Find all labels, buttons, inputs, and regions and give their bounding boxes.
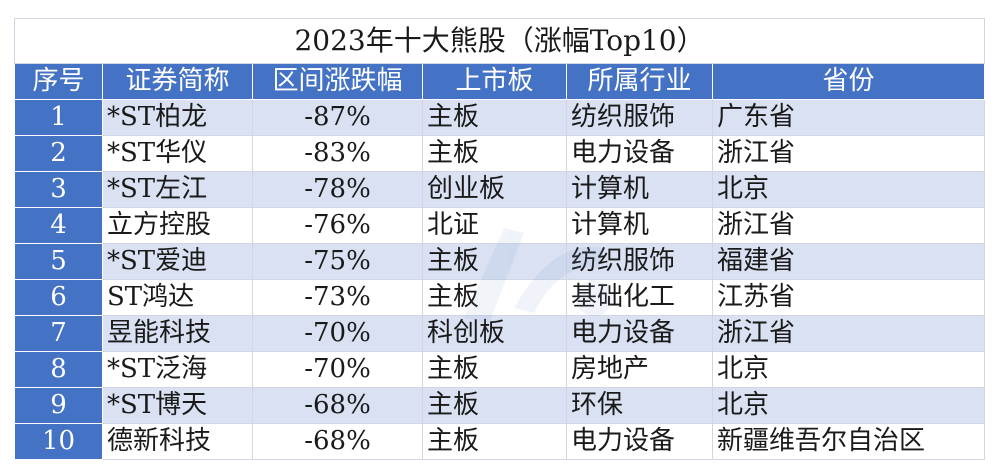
row-name: 立方控股	[102, 207, 253, 244]
row-change: -78%	[252, 171, 423, 208]
row-province: 北京	[711, 351, 986, 388]
row-board: 科创板	[422, 315, 567, 352]
row-index: 9	[14, 387, 103, 424]
row-index: 5	[14, 243, 103, 280]
row-change: -70%	[252, 315, 423, 352]
row-province: 浙江省	[711, 315, 986, 352]
row-index: 6	[14, 279, 103, 316]
table-title: 2023年十大熊股（涨幅Top10）	[13, 18, 986, 64]
row-province: 北京	[711, 171, 986, 208]
row-change: -68%	[252, 423, 423, 460]
row-board: 北证	[422, 207, 567, 244]
bear-stocks-table: 2023年十大熊股（涨幅Top10） 序号 证券简称 区间涨跌幅 上市板 所属行…	[13, 18, 986, 460]
row-board: 主板	[422, 423, 567, 460]
header-industry: 所属行业	[566, 63, 713, 100]
row-name: ST鸿达	[102, 279, 253, 316]
table-row: 5 *ST爱迪 -75% 主板 纺织服饰 福建省	[14, 243, 986, 280]
header-index: 序号	[14, 63, 103, 100]
row-province: 广东省	[711, 99, 986, 136]
row-name: 德新科技	[102, 423, 253, 460]
row-change: -73%	[252, 279, 423, 316]
header-security-name: 证券简称	[102, 63, 253, 100]
row-change: -75%	[252, 243, 423, 280]
table-row: 8 *ST泛海 -70% 主板 房地产 北京	[14, 351, 986, 388]
row-change: -76%	[252, 207, 423, 244]
header-province: 省份	[711, 63, 986, 100]
header-board: 上市板	[422, 63, 567, 100]
row-industry: 电力设备	[566, 315, 713, 352]
row-board: 主板	[422, 135, 567, 172]
row-province: 江苏省	[711, 279, 986, 316]
table-row: 7 昱能科技 -70% 科创板 电力设备 浙江省	[14, 315, 986, 352]
row-industry: 电力设备	[566, 135, 713, 172]
table-row: 4 立方控股 -76% 北证 计算机 浙江省	[14, 207, 986, 244]
row-industry: 房地产	[566, 351, 713, 388]
row-index: 2	[14, 135, 103, 172]
table-row: 2 *ST华仪 -83% 主板 电力设备 浙江省	[14, 135, 986, 172]
row-province: 浙江省	[711, 135, 986, 172]
row-name: *ST泛海	[102, 351, 253, 388]
row-index: 10	[14, 423, 103, 460]
row-board: 主板	[422, 351, 567, 388]
row-name: *ST华仪	[102, 135, 253, 172]
table-row: 6 ST鸿达 -73% 主板 基础化工 江苏省	[14, 279, 986, 316]
row-name: *ST柏龙	[102, 99, 253, 136]
table-row: 9 *ST博天 -68% 主板 环保 北京	[14, 387, 986, 424]
row-board: 主板	[422, 99, 567, 136]
row-name: *ST爱迪	[102, 243, 253, 280]
row-industry: 纺织服饰	[566, 243, 713, 280]
row-province: 浙江省	[711, 207, 986, 244]
row-change: -87%	[252, 99, 423, 136]
row-change: -68%	[252, 387, 423, 424]
row-board: 创业板	[422, 171, 567, 208]
row-industry: 环保	[566, 387, 713, 424]
row-board: 主板	[422, 243, 567, 280]
stock-table-sheet: 2023年十大熊股（涨幅Top10） 序号 证券简称 区间涨跌幅 上市板 所属行…	[13, 18, 986, 460]
row-board: 主板	[422, 279, 567, 316]
row-board: 主板	[422, 387, 567, 424]
row-index: 1	[14, 99, 103, 136]
table-row: 3 *ST左江 -78% 创业板 计算机 北京	[14, 171, 986, 208]
row-index: 7	[14, 315, 103, 352]
row-name: *ST博天	[102, 387, 253, 424]
row-change: -83%	[252, 135, 423, 172]
row-change: -70%	[252, 351, 423, 388]
row-industry: 计算机	[566, 171, 713, 208]
header-change: 区间涨跌幅	[252, 63, 423, 100]
row-name: 昱能科技	[102, 315, 253, 352]
row-industry: 电力设备	[566, 423, 713, 460]
row-industry: 计算机	[566, 207, 713, 244]
row-industry: 纺织服饰	[566, 99, 713, 136]
table-row: 10 德新科技 -68% 主板 电力设备 新疆维吾尔自治区	[14, 423, 986, 460]
row-province: 福建省	[711, 243, 986, 280]
header-row: 序号 证券简称 区间涨跌幅 上市板 所属行业 省份	[14, 63, 986, 100]
row-index: 4	[14, 207, 103, 244]
row-province: 北京	[711, 387, 986, 424]
row-province: 新疆维吾尔自治区	[711, 423, 986, 460]
table-row: 1 *ST柏龙 -87% 主板 纺织服饰 广东省	[14, 99, 986, 136]
row-index: 3	[14, 171, 103, 208]
row-industry: 基础化工	[566, 279, 713, 316]
row-name: *ST左江	[102, 171, 253, 208]
row-index: 8	[14, 351, 103, 388]
